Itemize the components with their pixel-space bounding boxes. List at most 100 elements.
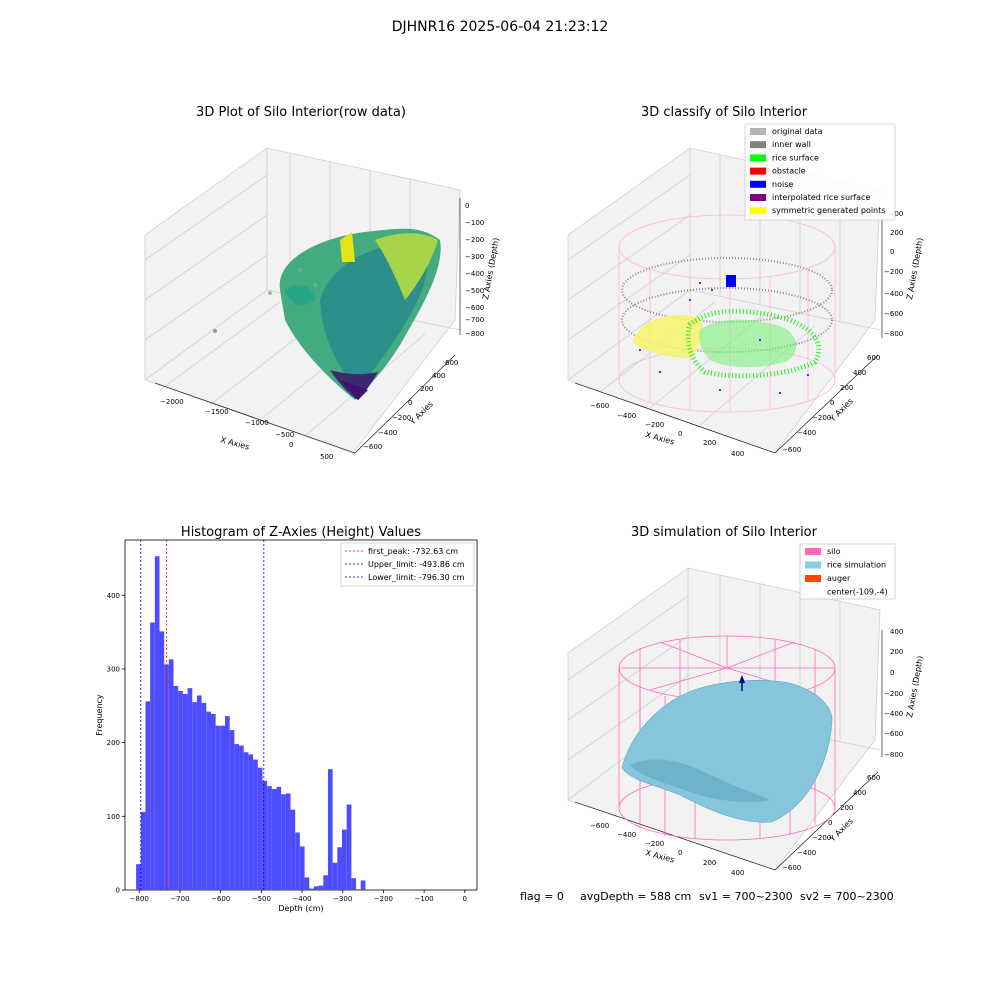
legend-swatch	[750, 207, 766, 215]
legend-swatch	[750, 167, 766, 175]
histogram-bar	[337, 847, 342, 890]
histogram-xticks: −800 −700 −600 −500 −400 −300 −200 −100 0	[130, 890, 467, 903]
raw-ytick: −400	[378, 429, 397, 437]
histogram-legend-label: Lower_limit: -796.30 cm	[368, 573, 465, 582]
simulation-ztick: 400	[890, 628, 903, 636]
histogram-title: Histogram of Z-Axies (Height) Values	[181, 525, 421, 540]
classify-zlabel: Z Axies (Depth)	[905, 237, 925, 300]
classify-ztick: −400	[884, 290, 903, 298]
legend-swatch	[750, 154, 766, 162]
legend-label: interpolated rice surface	[772, 193, 870, 202]
histogram-bar	[299, 846, 305, 890]
histogram-bar	[201, 702, 207, 890]
classify-y-ticks: 600 400 200 0 −200 −400 −600	[782, 354, 880, 454]
histogram-xtick-label: −100	[414, 895, 433, 903]
panel-raw: 3D Plot of Silo Interior(row data)	[144, 105, 501, 461]
classify-ytick: 200	[840, 384, 853, 392]
classify-ytick: −600	[782, 446, 801, 454]
histogram-bar	[285, 793, 291, 890]
raw-z-ticks: 0 −100 −200 −300 −400 −500 −600 −700 −80…	[465, 202, 484, 338]
histogram-bars	[136, 556, 366, 890]
simulation-ztick: −800	[884, 751, 903, 759]
classify-xtick: 200	[703, 439, 716, 447]
histogram-bar	[342, 829, 347, 890]
classify-ztick: −200	[884, 268, 903, 276]
sv2-text: sv2 = 700~2300	[800, 890, 894, 903]
classify-ytick: 600	[867, 354, 880, 362]
raw-y-ticks: 600 400 200 0 −200 −400 −600	[363, 359, 458, 451]
histogram-xtick-label: −500	[252, 895, 271, 903]
histogram-bar	[173, 685, 179, 890]
simulation-ztick: −200	[884, 690, 903, 698]
simulation-title: 3D simulation of Silo Interior	[631, 525, 818, 540]
legend-label: silo	[827, 547, 841, 556]
classify-ytick: 400	[853, 369, 866, 377]
histogram-bar	[267, 786, 272, 890]
legend-swatch	[750, 180, 766, 188]
histogram-ytick-label: 400	[107, 592, 120, 600]
avg-depth-text: avgDepth = 588 cm	[580, 890, 691, 903]
histogram-bar	[192, 702, 197, 890]
histogram-xtick-label: 0	[463, 895, 467, 903]
classify-xtick: 400	[731, 450, 744, 458]
histogram-legend-label: Upper_limit: -493.86 cm	[368, 560, 465, 569]
simulation-y-ticks: 600 400 200 0 −200 −400 −600	[782, 774, 880, 872]
histogram-bar	[281, 794, 286, 890]
histogram-xlabel: Depth (cm)	[278, 904, 323, 913]
histogram-xtick-label: −700	[170, 895, 189, 903]
histogram-bar	[309, 888, 314, 890]
histogram-bar	[178, 691, 183, 890]
simulation-zlabel: Z Axies (Depth)	[905, 655, 925, 718]
classify-x-ticks: −600 −400 −200 0 200 400	[590, 402, 744, 458]
legend-label: symmetric generated points	[772, 206, 885, 215]
raw-xtick: −1000	[245, 419, 269, 427]
simulation-xtick: −400	[617, 831, 636, 839]
histogram-bar	[140, 811, 146, 890]
simulation-rice-shading	[630, 759, 770, 802]
histogram-bar	[318, 885, 324, 890]
simulation-xtick: −200	[645, 840, 664, 848]
histogram-bar	[239, 745, 244, 890]
raw-ztick: −500	[465, 287, 484, 295]
simulation-xtick: −600	[590, 822, 609, 830]
simulation-ytick: −400	[797, 849, 816, 857]
simulation-xlabel: X Axies	[644, 848, 675, 864]
histogram-bar	[206, 711, 211, 890]
sv1-text: sv1 = 700~2300	[699, 890, 793, 903]
simulation-ztick: −600	[884, 730, 903, 738]
simulation-x-ticks: −600 −400 −200 0 200 400	[590, 822, 744, 877]
classify-inner-wall	[621, 257, 833, 353]
simulation-auger	[739, 675, 745, 691]
histogram-bar	[313, 886, 319, 890]
histogram-legend: first_peak: -732.63 cm Upper_limit: -493.…	[340, 542, 475, 587]
histogram-bar	[332, 862, 338, 890]
raw-ztick: 0	[465, 202, 469, 210]
suptitle: DJHNR16 2025-06-04 21:23:12	[392, 19, 609, 35]
simulation-ytick: −600	[782, 864, 801, 872]
legend-label: obstacle	[772, 167, 806, 176]
histogram-bar	[159, 631, 165, 890]
histogram-bar	[360, 880, 366, 890]
raw-ytick: 0	[408, 399, 412, 407]
legend-label: noise	[772, 180, 793, 189]
simulation-ztick: 0	[890, 669, 894, 677]
classify-noise	[639, 275, 809, 394]
classify-xtick: −600	[590, 402, 609, 410]
legend-swatch	[805, 561, 821, 569]
histogram-yticks: 0 100 200 300 400	[107, 592, 125, 895]
raw-ytick: 200	[420, 385, 433, 393]
panel-simulation: 3D simulation of Silo Interior	[567, 525, 925, 877]
simulation-rice-surface	[621, 679, 833, 823]
legend-swatch	[750, 128, 766, 135]
classify-rice-surface-fill	[699, 319, 797, 368]
histogram-xtick-label: −400	[292, 895, 311, 903]
histogram-bar	[327, 769, 333, 890]
histogram-bar	[210, 713, 216, 890]
footer-status: flag = 0 avgDepth = 588 cm sv1 = 700~230…	[520, 890, 894, 903]
classify-legend: original data inner wall rice surface obsta…	[744, 123, 896, 221]
histogram-bar	[182, 694, 188, 890]
classify-xlabel: X Axies	[644, 430, 675, 446]
histogram-bar	[323, 875, 328, 890]
raw-ztick: −100	[465, 219, 484, 227]
